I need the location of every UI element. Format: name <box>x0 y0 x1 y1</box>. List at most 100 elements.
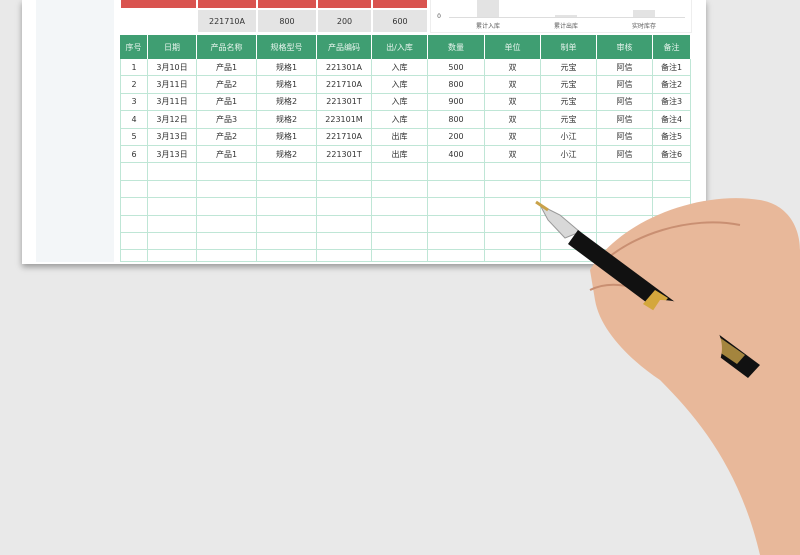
empty-cell[interactable] <box>372 215 428 233</box>
table-cell[interactable]: 221301T <box>317 146 372 164</box>
empty-cell[interactable] <box>148 233 197 251</box>
table-cell[interactable]: 4 <box>120 111 148 129</box>
summary-value-cell[interactable]: 600 <box>373 10 427 32</box>
empty-cell[interactable] <box>485 215 541 233</box>
table-cell[interactable]: 元宝 <box>541 59 597 77</box>
empty-cell[interactable] <box>485 250 541 262</box>
empty-cell[interactable] <box>257 233 317 251</box>
empty-cell[interactable] <box>257 215 317 233</box>
empty-cell[interactable] <box>372 250 428 262</box>
table-cell[interactable]: 出库 <box>372 146 428 164</box>
table-cell[interactable]: 产品3 <box>197 111 257 129</box>
empty-cell[interactable] <box>317 163 372 181</box>
table-cell[interactable]: 规格2 <box>257 111 317 129</box>
table-cell[interactable]: 规格1 <box>257 76 317 94</box>
summary-value-cell[interactable]: 221710A <box>198 10 256 32</box>
empty-cell[interactable] <box>120 163 148 181</box>
table-cell[interactable]: 备注1 <box>653 59 691 77</box>
table-cell[interactable]: 双 <box>485 59 541 77</box>
table-cell[interactable]: 3月12日 <box>148 111 197 129</box>
table-cell[interactable]: 3月13日 <box>148 146 197 164</box>
empty-cell[interactable] <box>257 163 317 181</box>
table-cell[interactable]: 双 <box>485 76 541 94</box>
column-header[interactable]: 序号 <box>120 35 148 59</box>
column-header[interactable]: 制单 <box>541 35 597 59</box>
empty-cell[interactable] <box>257 198 317 216</box>
empty-cell[interactable] <box>148 180 197 199</box>
empty-cell[interactable] <box>317 250 372 262</box>
table-cell[interactable]: 阿信 <box>597 59 653 77</box>
table-cell[interactable]: 200 <box>428 128 485 146</box>
table-cell[interactable]: 900 <box>428 93 485 112</box>
table-cell[interactable]: 备注5 <box>653 128 691 146</box>
empty-cell[interactable] <box>197 198 257 216</box>
empty-cell[interactable] <box>597 180 653 199</box>
table-cell[interactable]: 元宝 <box>541 111 597 129</box>
table-cell[interactable]: 备注3 <box>653 93 691 112</box>
table-cell[interactable]: 223101M <box>317 111 372 129</box>
empty-cell[interactable] <box>148 215 197 233</box>
table-cell[interactable]: 入库 <box>372 76 428 94</box>
empty-cell[interactable] <box>120 250 148 262</box>
table-cell[interactable]: 备注2 <box>653 76 691 94</box>
table-cell[interactable]: 元宝 <box>541 93 597 112</box>
table-cell[interactable]: 3月10日 <box>148 59 197 77</box>
empty-cell[interactable] <box>317 198 372 216</box>
column-header[interactable]: 产品编码 <box>317 35 372 59</box>
empty-cell[interactable] <box>597 198 653 216</box>
empty-cell[interactable] <box>120 198 148 216</box>
empty-cell[interactable] <box>428 233 485 251</box>
empty-cell[interactable] <box>197 180 257 199</box>
table-cell[interactable]: 6 <box>120 146 148 164</box>
empty-cell[interactable] <box>428 250 485 262</box>
empty-cell[interactable] <box>317 233 372 251</box>
empty-cell[interactable] <box>197 215 257 233</box>
table-cell[interactable]: 规格2 <box>257 93 317 112</box>
empty-cell[interactable] <box>197 233 257 251</box>
empty-cell[interactable] <box>428 180 485 199</box>
table-cell[interactable]: 800 <box>428 111 485 129</box>
column-header[interactable]: 备注 <box>653 35 691 59</box>
table-cell[interactable]: 元宝 <box>541 76 597 94</box>
table-cell[interactable]: 500 <box>428 59 485 77</box>
table-cell[interactable]: 3月11日 <box>148 76 197 94</box>
table-cell[interactable]: 产品1 <box>197 59 257 77</box>
table-cell[interactable]: 3 <box>120 93 148 112</box>
table-cell[interactable]: 产品2 <box>197 76 257 94</box>
empty-cell[interactable] <box>597 163 653 181</box>
table-cell[interactable]: 221301A <box>317 59 372 77</box>
table-cell[interactable]: 阿信 <box>597 76 653 94</box>
summary-value-cell[interactable]: 800 <box>258 10 316 32</box>
table-cell[interactable]: 2 <box>120 76 148 94</box>
empty-cell[interactable] <box>372 180 428 199</box>
table-cell[interactable]: 入库 <box>372 93 428 112</box>
table-cell[interactable]: 规格1 <box>257 59 317 77</box>
table-cell[interactable]: 3月11日 <box>148 93 197 112</box>
table-cell[interactable]: 阿信 <box>597 111 653 129</box>
empty-cell[interactable] <box>148 250 197 262</box>
empty-cell[interactable] <box>257 250 317 262</box>
empty-cell[interactable] <box>120 215 148 233</box>
empty-cell[interactable] <box>485 180 541 199</box>
empty-cell[interactable] <box>428 163 485 181</box>
table-cell[interactable]: 221710A <box>317 76 372 94</box>
empty-cell[interactable] <box>317 215 372 233</box>
empty-cell[interactable] <box>653 163 691 181</box>
table-cell[interactable]: 3月13日 <box>148 128 197 146</box>
empty-cell[interactable] <box>372 233 428 251</box>
table-cell[interactable]: 阿信 <box>597 128 653 146</box>
empty-cell[interactable] <box>197 250 257 262</box>
empty-cell[interactable] <box>541 180 597 199</box>
table-cell[interactable]: 221710A <box>317 128 372 146</box>
column-header[interactable]: 审核 <box>597 35 653 59</box>
table-cell[interactable]: 5 <box>120 128 148 146</box>
table-cell[interactable]: 1 <box>120 59 148 77</box>
summary-value-cell[interactable]: 200 <box>318 10 371 32</box>
empty-cell[interactable] <box>541 198 597 216</box>
column-header[interactable]: 产品名称 <box>197 35 257 59</box>
table-cell[interactable]: 入库 <box>372 59 428 77</box>
table-cell[interactable]: 规格2 <box>257 146 317 164</box>
column-header[interactable]: 出/入库 <box>372 35 428 59</box>
column-header[interactable]: 数量 <box>428 35 485 59</box>
column-header[interactable]: 日期 <box>148 35 197 59</box>
